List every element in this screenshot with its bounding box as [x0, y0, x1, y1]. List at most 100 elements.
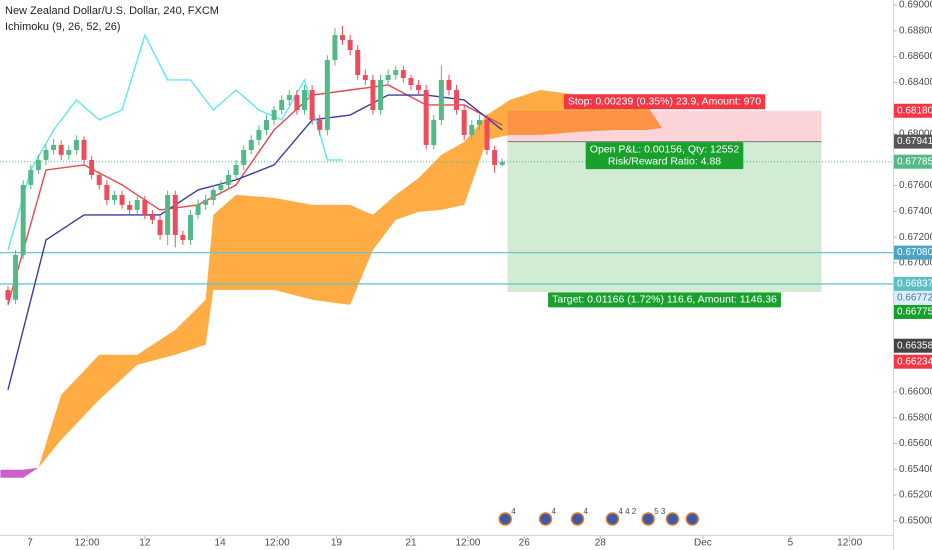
- candle-body: [347, 39, 353, 51]
- candle-body: [225, 174, 231, 185]
- candle-body: [446, 79, 452, 91]
- x-tick-label: 19: [331, 538, 343, 549]
- candle-body: [416, 84, 422, 91]
- y-tick-label: 0.69000: [899, 0, 932, 11]
- candle-body: [149, 214, 155, 220]
- candle-body: [66, 149, 72, 155]
- candle-body: [58, 144, 64, 155]
- price-label-box: [894, 354, 932, 369]
- candle-body: [111, 194, 117, 200]
- event-icon: [665, 512, 680, 526]
- cloud-layer: [0, 90, 662, 478]
- stop-label: [563, 94, 766, 110]
- candle-body: [461, 109, 467, 136]
- candle-body: [73, 139, 79, 150]
- price-label-box: [894, 134, 932, 149]
- candle-body: [393, 70, 399, 76]
- price-label: 0.67941: [897, 136, 932, 147]
- candle-body: [104, 184, 110, 200]
- y-tick-label: 0.65400: [899, 464, 932, 475]
- x-tick-label: 12:00: [837, 538, 862, 549]
- stop-zone: [507, 110, 822, 142]
- candle-body: [324, 59, 330, 130]
- price-label: 0.67080: [897, 247, 932, 258]
- y-tick-label: 0.65600: [899, 438, 932, 449]
- candle-body: [13, 254, 19, 300]
- x-tick-label: Dec: [694, 538, 712, 549]
- candle-body: [294, 95, 300, 110]
- candle-body: [96, 174, 102, 185]
- event-icon: [685, 512, 700, 526]
- position-label-layer: Stop: 0.00239 (0.35%) 23.9, Amount: 970 O…: [548, 94, 781, 308]
- x-tick-label: 12:00: [265, 538, 290, 549]
- candle-body: [400, 70, 406, 79]
- candle-body: [476, 119, 482, 125]
- y-tick-label: 0.66000: [899, 387, 932, 398]
- candle-body: [20, 184, 26, 255]
- price-label-box: [894, 245, 932, 260]
- price-label-box: [894, 103, 932, 118]
- chart-title: New Zealand Dollar/U.S. Dollar, 240, FXC…: [5, 5, 219, 17]
- x-tick-label: 5: [788, 538, 794, 549]
- candle-body: [340, 35, 346, 40]
- candle-body: [499, 161, 505, 165]
- price-label-box: [894, 304, 932, 319]
- candle-body: [241, 149, 247, 165]
- candle-body: [302, 90, 308, 110]
- y-tick-label: 0.67400: [899, 206, 932, 217]
- candle-body: [81, 139, 87, 160]
- candle-body: [279, 99, 285, 110]
- event-count: 4: [511, 507, 516, 516]
- y-tick-label: 0.65200: [899, 490, 932, 501]
- candle-body: [157, 219, 163, 235]
- candle-body: [286, 95, 292, 100]
- y-tick-label: 0.68600: [899, 51, 932, 62]
- axis-layer: 0.69000 0.68800 0.68600 0.68400 0.68000 0.676…: [27, 0, 932, 549]
- candle-body: [5, 290, 11, 300]
- x-tick-label: 7: [27, 538, 33, 549]
- candle-body: [180, 234, 186, 240]
- pnl-label-text: Risk/Reward Ratio: 4.88: [608, 155, 721, 167]
- price-label: 0.66772: [897, 293, 932, 304]
- y-tick-label: 0.68400: [899, 77, 932, 88]
- candle-body: [309, 90, 315, 120]
- price-label-box: [894, 154, 932, 169]
- candle-body: [195, 204, 201, 215]
- price-label: 0.68180: [897, 105, 932, 116]
- price-label: 0.66775: [897, 307, 932, 318]
- candle-body: [385, 75, 391, 80]
- candle-body: [233, 164, 239, 175]
- event-icon: [641, 512, 655, 526]
- price-label-box: [894, 276, 932, 291]
- event-icon: [538, 512, 553, 526]
- event-count: 4: [552, 507, 557, 516]
- candle-body: [28, 169, 34, 185]
- x-tick-label: 28: [595, 538, 607, 549]
- price-label-box: [894, 290, 932, 305]
- candle-body: [89, 159, 95, 175]
- candle-body: [51, 144, 57, 150]
- y-tick-label: 0.67600: [899, 180, 932, 191]
- candle-body: [187, 214, 193, 240]
- ichimoku-cloud: [38, 90, 662, 468]
- candle-body: [165, 194, 171, 235]
- candle-body: [43, 149, 49, 160]
- y-tick-label: 0.65000: [899, 515, 932, 526]
- candle-body: [378, 79, 384, 110]
- stop-label-text: Stop: 0.00239 (0.35%) 23.9, Amount: 970: [568, 96, 761, 108]
- candle-body: [332, 35, 338, 60]
- candle-body: [271, 109, 277, 120]
- indicator-line: [7, 94, 503, 390]
- y-tick-label: 0.67000: [899, 258, 932, 269]
- candle-body: [492, 149, 498, 165]
- candle-body: [248, 139, 254, 150]
- candle-body: [454, 90, 460, 110]
- candle-body: [362, 75, 368, 80]
- candle-body: [484, 119, 490, 150]
- candle-body: [370, 79, 376, 110]
- y-tick-label: 0.65800: [899, 412, 932, 423]
- candle-body: [263, 119, 269, 130]
- y-tick-label: 0.68800: [899, 25, 932, 36]
- price-label: 0.67785: [897, 156, 932, 167]
